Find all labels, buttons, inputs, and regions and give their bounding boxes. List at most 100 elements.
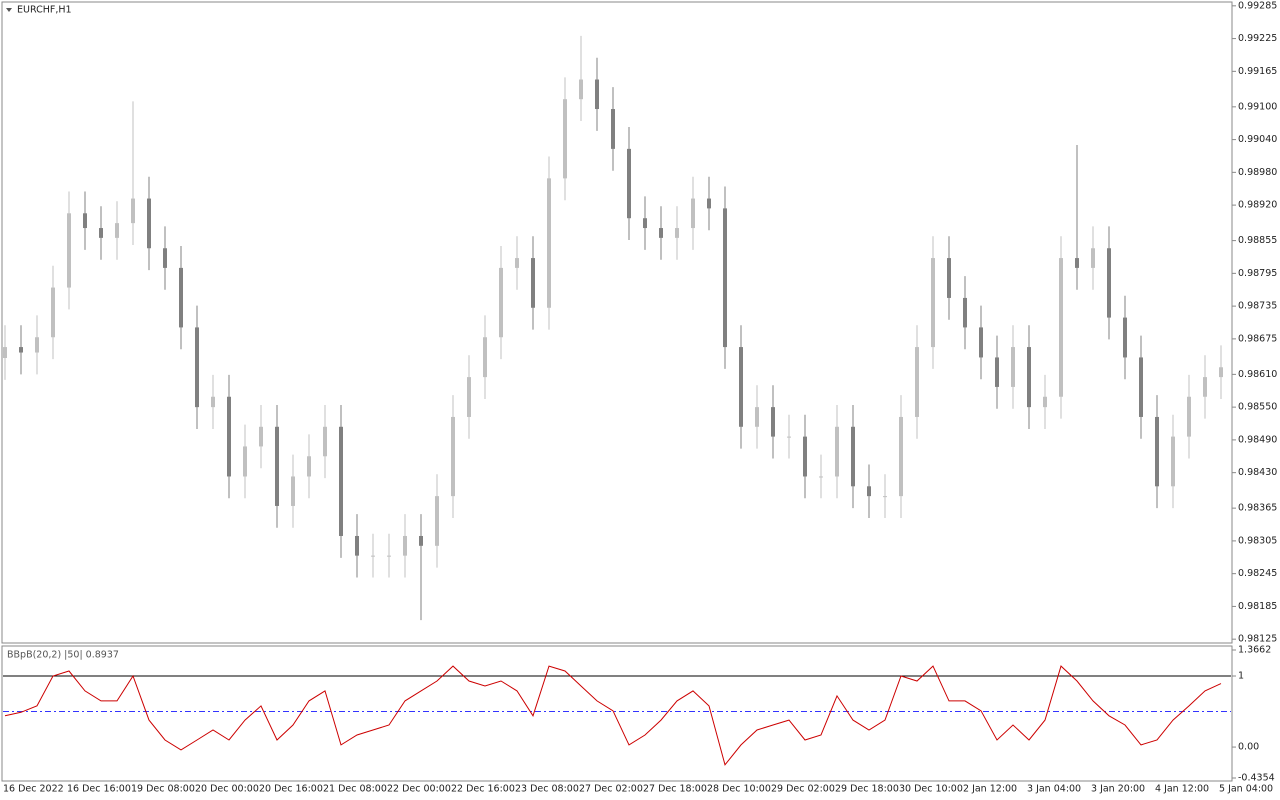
x-tick-label: 2 Jan 12:00 <box>963 784 1017 795</box>
candle-body <box>1059 258 1063 397</box>
candle-body <box>435 496 439 546</box>
y-tick-label: 0.99225 <box>1238 33 1277 44</box>
candle-body <box>1043 396 1047 408</box>
x-tick-label: 22 Dec 00:00 <box>387 784 451 795</box>
x-tick-label: 16 Dec 2022 <box>3 784 64 795</box>
candle-body <box>675 228 679 238</box>
candle-body <box>99 228 103 238</box>
candle-body <box>803 436 807 477</box>
candle-body <box>35 337 39 353</box>
candle-body <box>163 248 167 268</box>
y-tick-label: 0.98610 <box>1238 369 1277 380</box>
y-tick-label: 0.99285 <box>1238 0 1277 11</box>
candle-body <box>339 426 343 536</box>
candle-body <box>483 337 487 378</box>
candle-body <box>403 535 407 556</box>
candle-body <box>1027 347 1031 408</box>
candle-body <box>115 223 119 238</box>
x-tick-label: 20 Dec 16:00 <box>259 784 323 795</box>
candle-body <box>691 198 695 229</box>
candle-body <box>387 555 391 557</box>
candle-body <box>787 436 791 438</box>
candle-body <box>147 198 151 249</box>
candle-body <box>83 213 87 229</box>
x-tick-label: 23 Dec 08:00 <box>515 784 579 795</box>
candle-body <box>755 407 759 427</box>
x-tick-label: 29 Dec 18:00 <box>835 784 899 795</box>
y-tick-label: 0.98490 <box>1238 434 1277 445</box>
main-pane <box>1 1 1233 644</box>
x-tick-label: 16 Dec 16:00 <box>67 784 131 795</box>
x-tick-label: 3 Jan 04:00 <box>1027 784 1081 795</box>
candle-body <box>227 396 231 477</box>
x-tick-label: 27 Dec 02:00 <box>579 784 643 795</box>
candle-body <box>995 357 999 387</box>
candle-body <box>275 426 279 506</box>
y-tick-label: 0.99165 <box>1238 66 1277 77</box>
candle-body <box>851 426 855 487</box>
y-tick-label: 0.99100 <box>1238 101 1277 112</box>
candle-body <box>739 347 743 427</box>
y-tick-label: 0.98855 <box>1238 235 1277 246</box>
candle-body <box>1139 357 1143 417</box>
x-tick-label: 21 Dec 08:00 <box>323 784 387 795</box>
candle-body <box>323 426 327 457</box>
candle-body <box>1171 436 1175 487</box>
indicator-pane <box>1 645 1233 782</box>
candle-body <box>963 297 967 328</box>
candle-body <box>307 456 311 477</box>
y-tick-label: 0.98980 <box>1238 167 1277 178</box>
x-tick-label: 22 Dec 16:00 <box>451 784 515 795</box>
candle-body <box>899 416 903 497</box>
indicator-line <box>4 665 1222 766</box>
y-tick-label: 0.99040 <box>1238 134 1277 145</box>
y-tick-label: 0.98675 <box>1238 333 1277 344</box>
candle-body <box>1203 377 1207 397</box>
candle-body <box>931 258 935 348</box>
candle-body <box>643 218 647 229</box>
y-tick-label: 0.98735 <box>1238 301 1277 312</box>
candle-body <box>179 267 183 328</box>
candle-body <box>259 426 263 447</box>
candle-body <box>723 208 727 348</box>
y-tick-label: -0.4354 <box>1238 773 1275 784</box>
y-tick-label: 1.3662 <box>1238 645 1271 656</box>
x-tick-label: 29 Dec 02:00 <box>771 784 835 795</box>
candle-body <box>1219 367 1223 378</box>
candle-body <box>3 347 7 358</box>
candle-body <box>51 287 55 338</box>
candle-body <box>835 426 839 477</box>
candle-body <box>1011 347 1015 387</box>
candle-body <box>67 213 71 288</box>
candle-body <box>547 178 551 308</box>
candle-body <box>355 535 359 556</box>
candle-body <box>819 476 823 478</box>
candle-body <box>611 109 615 149</box>
y-tick-label: 1 <box>1238 671 1244 682</box>
indicator-title: BBpB(20,2) |50| 0.8937 <box>7 650 119 661</box>
candle-body <box>419 535 423 546</box>
candle-body <box>1187 396 1191 437</box>
candle-body <box>371 555 375 557</box>
candle-body <box>1123 317 1127 358</box>
candle-body <box>627 148 631 219</box>
candle-body <box>499 267 503 338</box>
y-tick-label: 0.98125 <box>1238 634 1277 645</box>
y-tick-label: 0.98245 <box>1238 568 1277 579</box>
y-tick-label: 0.98430 <box>1238 467 1277 478</box>
candle-body <box>915 347 919 417</box>
y-tick-label: 0.98550 <box>1238 402 1277 413</box>
candle-body <box>195 327 199 408</box>
candle-body <box>595 79 599 110</box>
candle-body <box>659 228 663 238</box>
menu-arrow[interactable] <box>6 8 12 12</box>
y-tick-label: 0.98365 <box>1238 503 1277 514</box>
candle-body <box>291 476 295 506</box>
candle-body <box>579 79 583 100</box>
candle-body <box>707 198 711 209</box>
candle-body <box>947 258 951 298</box>
x-tick-label: 30 Dec 10:00 <box>899 784 963 795</box>
y-tick-label: 0.00 <box>1238 742 1259 753</box>
